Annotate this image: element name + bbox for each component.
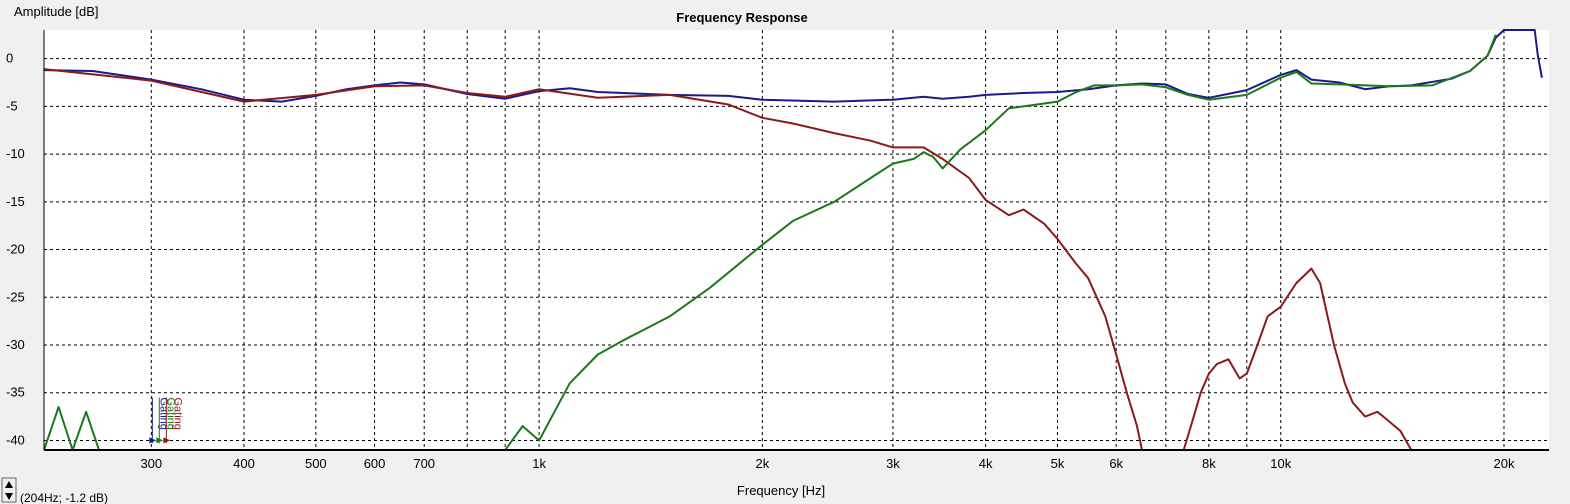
x-tick-label: 300 (140, 456, 162, 471)
x-tick-label: 6k (1109, 456, 1123, 471)
series-line-2 (1182, 267, 1413, 451)
y-axis-ticks: 0 -5 -10 -15 -20 -25 -30 -35 -40 (6, 51, 25, 448)
x-tick-label: 8k (1202, 456, 1216, 471)
y-tick-label: -15 (6, 194, 25, 209)
plot-area[interactable] (44, 30, 1549, 450)
x-tick-label: 20k (1493, 456, 1514, 471)
grid-lines (44, 30, 1549, 450)
x-tick-label: 10k (1270, 456, 1291, 471)
x-tick-label: 2k (755, 456, 769, 471)
gating-arrow-icon[interactable] (156, 437, 164, 444)
x-tick-label: 600 (364, 456, 386, 471)
chart-title: Frequency Response (676, 10, 808, 25)
series-line-3 (43, 34, 1497, 451)
x-axis-ticks: 300 400 500 600 700 1k 2k 3k 4k 5k 6k 8k 10k 20k (140, 456, 1515, 471)
y-tick-label: -5 (6, 98, 18, 113)
y-tick-label: -25 (6, 289, 25, 304)
gating-marker-label[interactable]: Gating (164, 398, 176, 430)
spinner-down-icon[interactable] (5, 493, 13, 500)
x-tick-label: 3k (886, 456, 900, 471)
y-tick-label: -30 (6, 337, 25, 352)
cursor-readout: (204Hz; -1.2 dB) (20, 491, 108, 504)
x-tick-label: 5k (1051, 456, 1065, 471)
spinner-up-icon[interactable] (5, 481, 13, 488)
x-tick-label: 500 (305, 456, 327, 471)
y-tick-label: -20 (6, 242, 25, 257)
y-axis-label: Amplitude [dB] (14, 4, 99, 19)
x-tick-label: 700 (413, 456, 435, 471)
x-tick-label: 1k (532, 456, 546, 471)
y-tick-label: -10 (6, 146, 25, 161)
y-tick-label: 0 (6, 51, 13, 66)
series-layer (43, 29, 1543, 451)
y-tick-label: -35 (6, 385, 25, 400)
readout-spinner[interactable] (1, 477, 17, 503)
gating-arrow-icon[interactable] (163, 437, 171, 444)
x-axis-label: Frequency [Hz] (737, 483, 825, 498)
y-tick-label: -40 (6, 432, 25, 447)
gating-arrow-icon[interactable] (149, 437, 157, 444)
x-tick-label: 4k (979, 456, 993, 471)
gating-marker-label[interactable]: Gating (171, 398, 183, 430)
series-line-1 (43, 68, 1143, 451)
x-tick-label: 400 (233, 456, 255, 471)
